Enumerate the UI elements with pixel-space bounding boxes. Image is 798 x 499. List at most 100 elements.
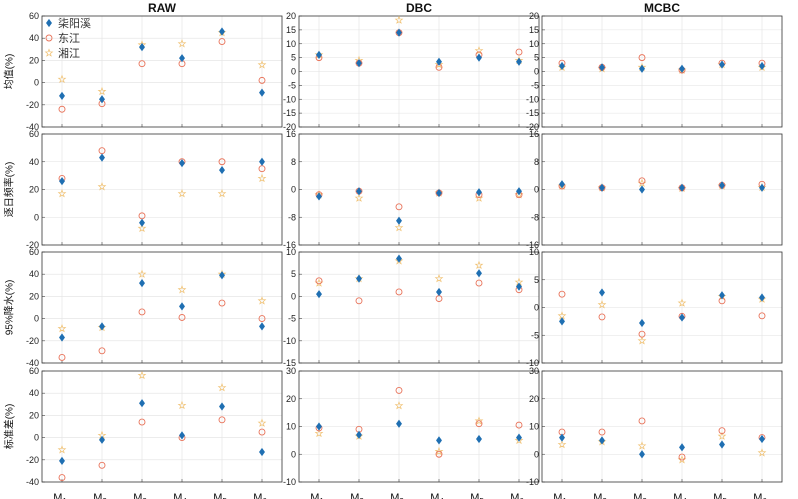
data-point <box>219 165 225 175</box>
panel-frame <box>541 370 783 483</box>
x-tick-label: M1 <box>310 492 324 499</box>
data-point <box>218 158 226 166</box>
legend-marker <box>46 18 52 28</box>
data-point <box>219 271 225 280</box>
panel-frame <box>298 370 540 483</box>
y-tick-label: 15 <box>286 25 296 35</box>
data-point <box>434 446 444 456</box>
panel-background <box>42 16 282 127</box>
data-point <box>356 187 362 196</box>
y-tick-label: 8 <box>534 157 539 167</box>
y-tick-label: 0 <box>534 67 539 77</box>
data-point <box>678 453 686 461</box>
y-tick-label: 10 <box>529 39 539 49</box>
data-point <box>679 313 685 322</box>
y-tick-label: -20 <box>26 240 39 250</box>
x-tick-label: M6 <box>253 492 267 499</box>
y-tick-label: -8 <box>531 212 539 222</box>
panel-frame <box>41 370 283 483</box>
y-tick-label: -10 <box>526 477 539 487</box>
panel: -20 -15 -10 -5 0 5 10 15 20 <box>526 11 783 132</box>
panel-frame <box>298 133 540 246</box>
panel: -20 0 20 40 60 <box>26 129 283 250</box>
data-point <box>476 188 482 197</box>
data-point <box>516 187 522 196</box>
y-tick-label: -20 <box>26 336 39 346</box>
data-point <box>559 433 565 442</box>
panel: -40 -20 0 20 40 60 <box>26 11 283 132</box>
legend-label: 柒阳溪 <box>58 17 91 30</box>
data-point <box>395 203 403 211</box>
data-point <box>476 434 482 444</box>
data-point <box>316 50 322 59</box>
data-point <box>559 180 565 189</box>
y-tick-label: -20 <box>26 100 39 110</box>
data-point <box>638 330 646 338</box>
y-tick-label: -16 <box>526 240 539 250</box>
y-tick-label: 10 <box>286 39 296 49</box>
data-point <box>396 28 402 37</box>
y-tick-label: 5 <box>534 275 539 285</box>
panel-frame <box>541 133 783 246</box>
data-point <box>179 302 185 311</box>
y-tick-label: 0 <box>291 185 296 195</box>
data-point <box>57 445 67 454</box>
data-point <box>257 60 267 69</box>
y-tick-label: -10 <box>526 358 539 368</box>
x-tick-label: M4 <box>173 492 187 499</box>
data-point <box>59 91 65 101</box>
data-point <box>394 401 404 410</box>
data-point <box>315 277 323 285</box>
y-tick-label: -20 <box>26 455 39 465</box>
data-point <box>516 282 522 291</box>
x-tick-label: M3 <box>390 492 404 499</box>
data-point <box>98 347 106 355</box>
data-point <box>314 428 324 438</box>
data-point <box>599 288 605 297</box>
y-tick-label: 16 <box>529 129 539 139</box>
y-tick-label: 5 <box>291 53 296 63</box>
y-tick-label: -15 <box>283 358 296 368</box>
panel-frame <box>41 15 283 128</box>
data-point <box>137 370 147 380</box>
y-tick-label: -10 <box>283 94 296 104</box>
data-point <box>679 64 685 73</box>
x-tick-label: M3 <box>133 492 147 499</box>
y-tick-label: 30 <box>286 366 296 376</box>
y-tick-label: 60 <box>29 129 39 139</box>
data-point <box>177 400 187 410</box>
data-point <box>436 287 442 297</box>
data-point <box>316 290 322 299</box>
panel: -10 0 10 20 30 <box>283 366 540 487</box>
y-tick-label: 16 <box>286 129 296 139</box>
data-point <box>218 38 226 45</box>
data-point <box>436 436 442 445</box>
data-point <box>57 323 67 333</box>
y-tick-label: 20 <box>29 410 39 420</box>
data-point <box>179 54 185 63</box>
x-tick-label: M4 <box>430 492 444 499</box>
panels: -40-200204060-20-15-10-505101520-20-15-1… <box>26 11 783 487</box>
y-tick-label: -15 <box>283 108 296 118</box>
x-tick-label: M5 <box>470 492 484 499</box>
data-point <box>719 60 725 69</box>
y-tick-label: 20 <box>286 11 296 21</box>
x-tick-label: M3 <box>633 492 647 499</box>
data-point <box>137 269 147 278</box>
data-point <box>139 218 145 227</box>
data-point <box>99 153 105 162</box>
row-labels: 均值(%) 逐日频率(%) 95%降水(%) 标准差(%) <box>3 54 16 450</box>
data-point <box>137 223 147 233</box>
data-point <box>598 313 606 321</box>
data-point <box>558 290 566 298</box>
y-tick-label: 0 <box>291 67 296 77</box>
data-point <box>219 27 225 36</box>
x-tick-label: M2 <box>593 492 607 499</box>
column-title: DBC <box>406 1 432 15</box>
data-point <box>59 333 65 342</box>
y-tick-label: 5 <box>534 53 539 63</box>
x-axis-labels: M1 M2 M3 M4 M5 M6 M1 M2 M3 M4 M5 M6 M1 M2 M3 M4 M5 M6 <box>53 492 767 499</box>
y-tick-label: -5 <box>531 80 539 90</box>
x-tick-label: M6 <box>510 492 524 499</box>
